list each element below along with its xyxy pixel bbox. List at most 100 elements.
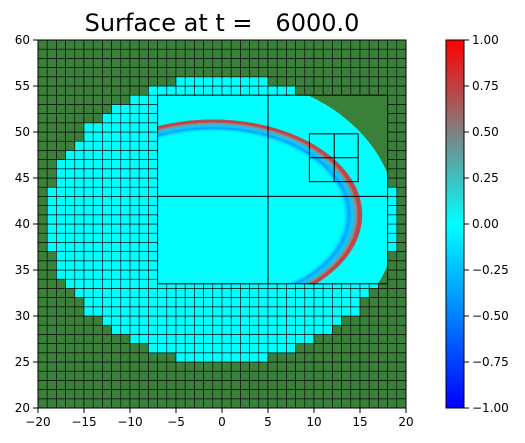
grid-cell [240,370,250,381]
grid-cell [341,361,352,372]
grid-cell [74,186,85,197]
grid-cell [230,76,241,87]
grid-cell [359,352,370,363]
grid-cell [175,306,186,317]
grid-cell [387,324,398,335]
colorbar-tick-label: −1.00 [472,401,509,415]
grid-cell [221,343,232,354]
grid-cell [148,232,158,243]
grid-cell [138,177,149,188]
grid-cell [83,398,94,408]
grid-cell [175,48,186,59]
grid-cell [129,131,140,142]
grid-cell [157,48,168,59]
grid-cell [194,324,204,335]
grid-cell [184,306,195,317]
grid-cell [46,58,57,68]
grid-cell [120,315,131,326]
grid-cell [313,334,324,344]
grid-cell [74,223,85,234]
grid-cell [378,58,388,68]
grid-cell [221,352,232,363]
grid-cell [396,131,406,142]
grid-cell [313,343,324,354]
grid-cell [166,315,177,326]
grid-cell [396,297,406,308]
grid-cell [148,398,158,408]
grid-cell [184,361,195,372]
grid-cell [92,58,103,68]
grid-cell [194,58,204,68]
grid-cell [396,380,406,390]
grid-cell [258,48,269,59]
grid-cell [120,196,131,206]
grid-cell [157,85,168,96]
grid-cell [83,315,94,326]
grid-cell [83,140,94,151]
grid-cell [38,122,48,133]
grid-cell [194,85,204,96]
grid-cell [212,389,223,400]
grid-cell [111,343,122,354]
grid-cell [332,324,342,335]
grid-cell [194,389,204,400]
grid-cell [194,370,204,381]
grid-cell [38,104,48,114]
grid-cell [157,334,168,344]
grid-cell [111,140,122,151]
grid-cell [129,288,140,298]
grid-cell [387,260,398,271]
grid-cell [221,67,232,78]
colorbar-tick-label: 0.25 [472,171,499,185]
grid-cell [387,297,398,308]
grid-cell [92,168,103,179]
grid-cell [286,48,296,59]
grid-cell [212,306,223,317]
grid-cell [184,370,195,381]
grid-cell [322,67,333,78]
grid-cell [56,67,66,78]
grid-cell [56,58,66,68]
grid-cell [38,214,48,225]
grid-cell [46,40,57,50]
grid-cell [286,334,296,344]
grid-cell [258,324,269,335]
grid-cell [359,324,370,335]
grid-cell [304,389,315,400]
grid-cell [102,122,112,133]
grid-cell [240,297,250,308]
grid-cell [38,269,48,280]
grid-cell [249,58,260,68]
grid-cell [341,297,352,308]
grid-cell [240,76,250,87]
grid-cell [83,104,94,114]
grid-cell [341,370,352,381]
grid-cell [378,352,388,363]
grid-cell [304,76,315,87]
grid-cell [157,380,168,390]
grid-cell [240,352,250,363]
grid-cell [111,324,122,335]
grid-cell [249,85,260,96]
grid-cell [230,288,241,298]
grid-cell [212,85,223,96]
grid-cell [148,85,158,96]
grid-cell [258,389,269,400]
grid-cell [359,389,370,400]
grid-cell [368,58,379,68]
grid-cell [129,269,140,280]
grid-cell [157,315,168,326]
grid-cell [46,48,57,59]
grid-cell [341,67,352,78]
grid-cell [359,40,370,50]
grid-cell [166,389,177,400]
grid-cell [129,196,140,206]
grid-cell [157,40,168,50]
grid-cell [148,94,158,105]
grid-cell [295,361,306,372]
grid-cell [129,352,140,363]
grid-cell [38,205,48,216]
grid-cell [74,251,85,262]
grid-cell [350,334,361,344]
x-tick-label: 5 [264,415,272,429]
